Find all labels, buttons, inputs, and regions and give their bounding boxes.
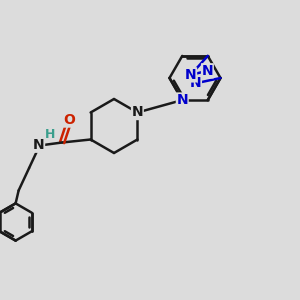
Text: H: H: [45, 128, 55, 141]
Text: N: N: [185, 68, 197, 82]
Text: N: N: [176, 93, 188, 107]
Text: N: N: [202, 64, 213, 78]
Text: N: N: [190, 76, 201, 90]
Text: O: O: [64, 113, 76, 127]
Text: N: N: [132, 106, 143, 119]
Text: N: N: [33, 138, 44, 152]
